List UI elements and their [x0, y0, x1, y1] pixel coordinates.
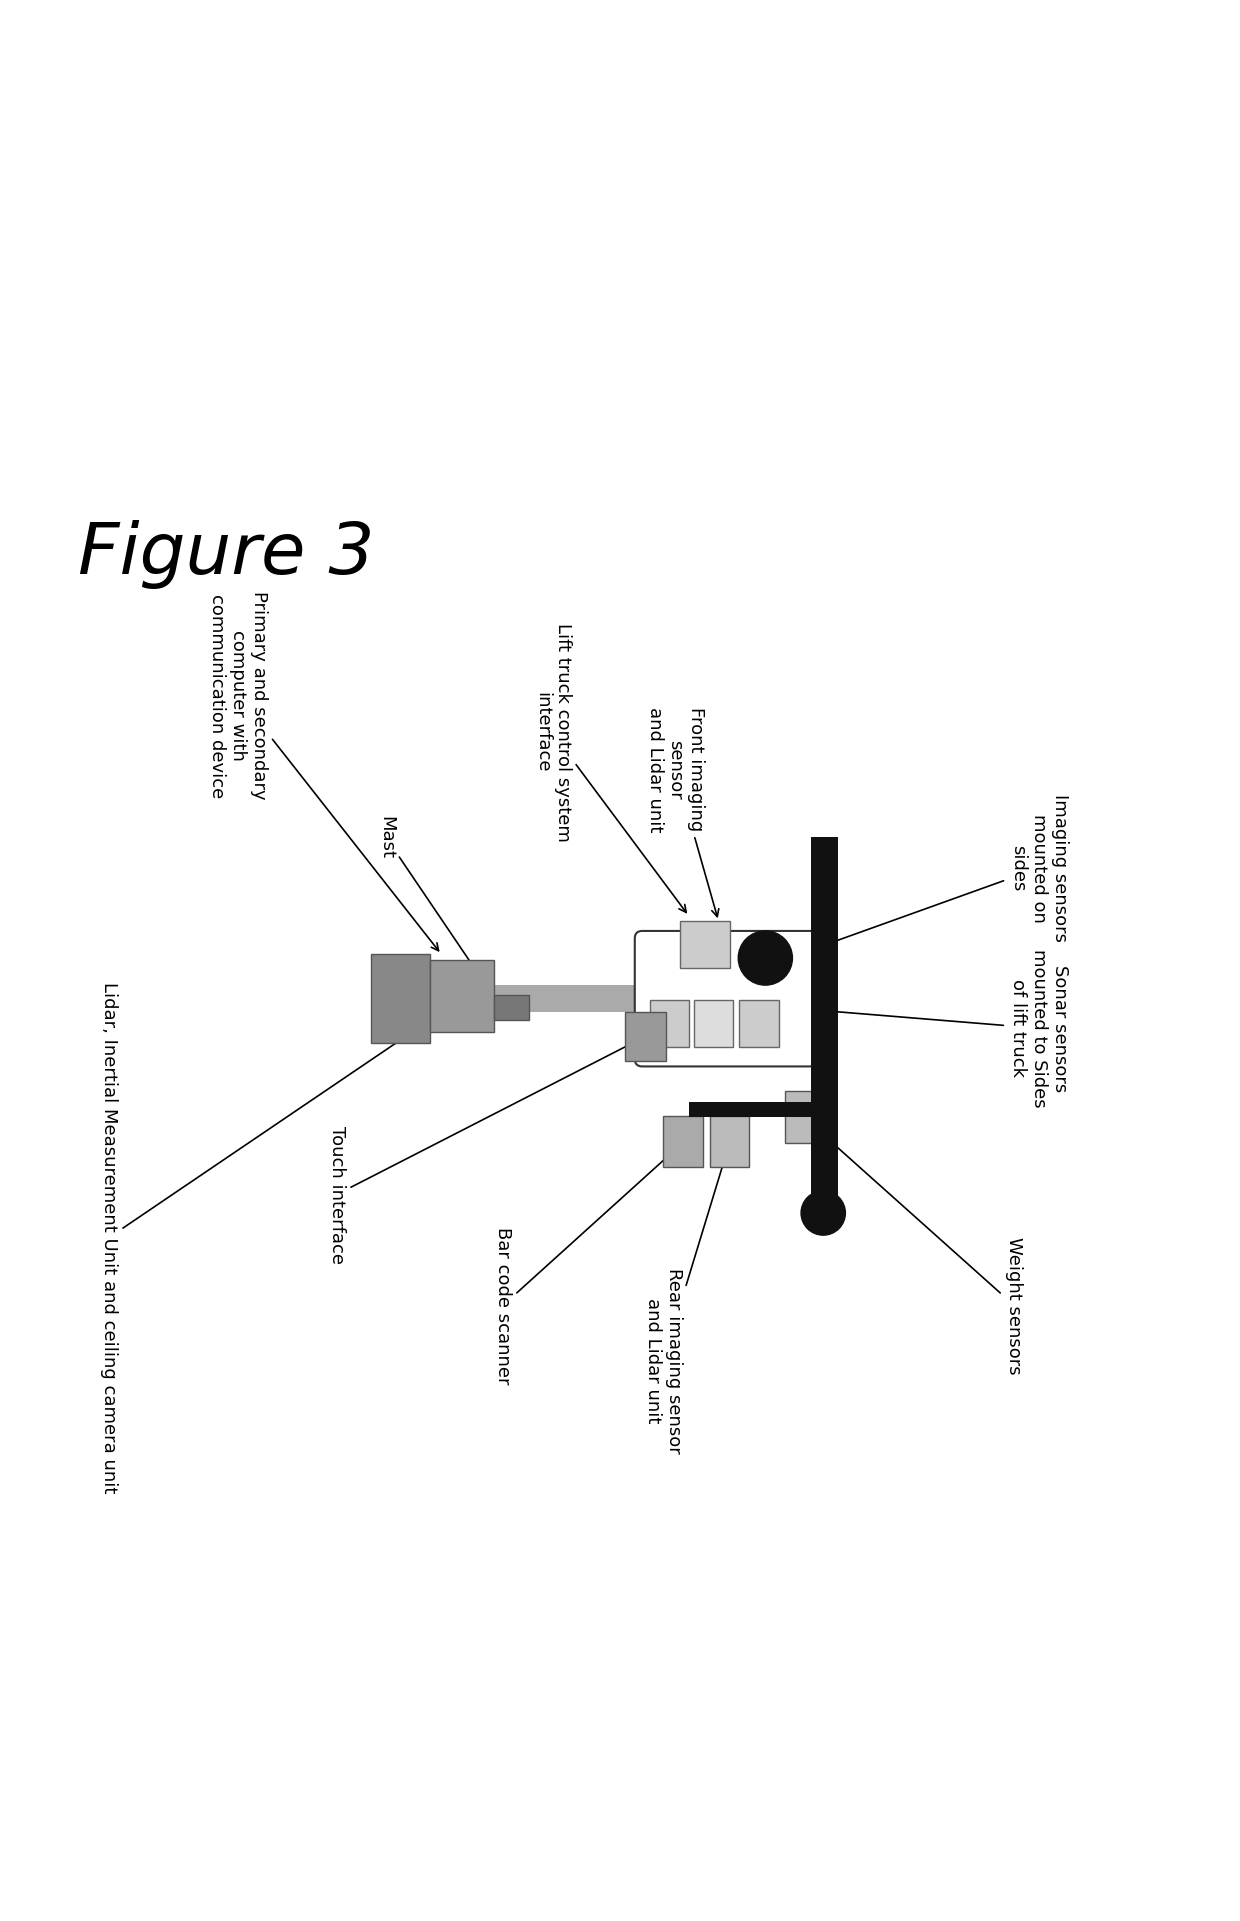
Bar — [371, 955, 430, 1043]
Text: Imaging sensors
mounted on
sides: Imaging sensors mounted on sides — [804, 793, 1069, 953]
Bar — [681, 920, 729, 968]
Text: Sonar sensors
mounted to Sides
of lift truck: Sonar sensors mounted to Sides of lift t… — [787, 949, 1069, 1108]
Text: Rear imaging sensor
and Lidar unit: Rear imaging sensor and Lidar unit — [644, 1147, 729, 1454]
Text: Mast: Mast — [377, 816, 495, 997]
Circle shape — [801, 1191, 846, 1235]
Text: Touch interface: Touch interface — [327, 1039, 641, 1264]
Bar — [739, 1001, 779, 1047]
Text: Bar code scanner: Bar code scanner — [494, 1147, 680, 1385]
Bar — [689, 1103, 811, 1116]
Bar — [785, 1091, 815, 1143]
Circle shape — [738, 932, 792, 985]
Text: Weight sensors: Weight sensors — [808, 1122, 1023, 1374]
Bar — [694, 1001, 733, 1047]
Bar — [430, 960, 495, 1032]
Bar — [663, 1116, 703, 1168]
Bar — [711, 1116, 749, 1168]
Text: Primary and secondary
computer with
communication device: Primary and secondary computer with comm… — [208, 592, 439, 951]
Bar — [495, 995, 528, 1020]
Bar — [811, 838, 838, 1212]
FancyBboxPatch shape — [635, 932, 817, 1066]
Text: Front imaging
sensor
and Lidar unit: Front imaging sensor and Lidar unit — [646, 707, 719, 916]
Text: Lift truck control system
interface: Lift truck control system interface — [533, 622, 686, 912]
Text: Lidar, Inertial Measurement Unit and ceiling camera unit: Lidar, Inertial Measurement Unit and cei… — [100, 982, 438, 1493]
Bar — [650, 1001, 689, 1047]
Bar — [625, 1012, 666, 1062]
Bar — [410, 985, 657, 1012]
Text: Figure 3: Figure 3 — [78, 519, 374, 588]
